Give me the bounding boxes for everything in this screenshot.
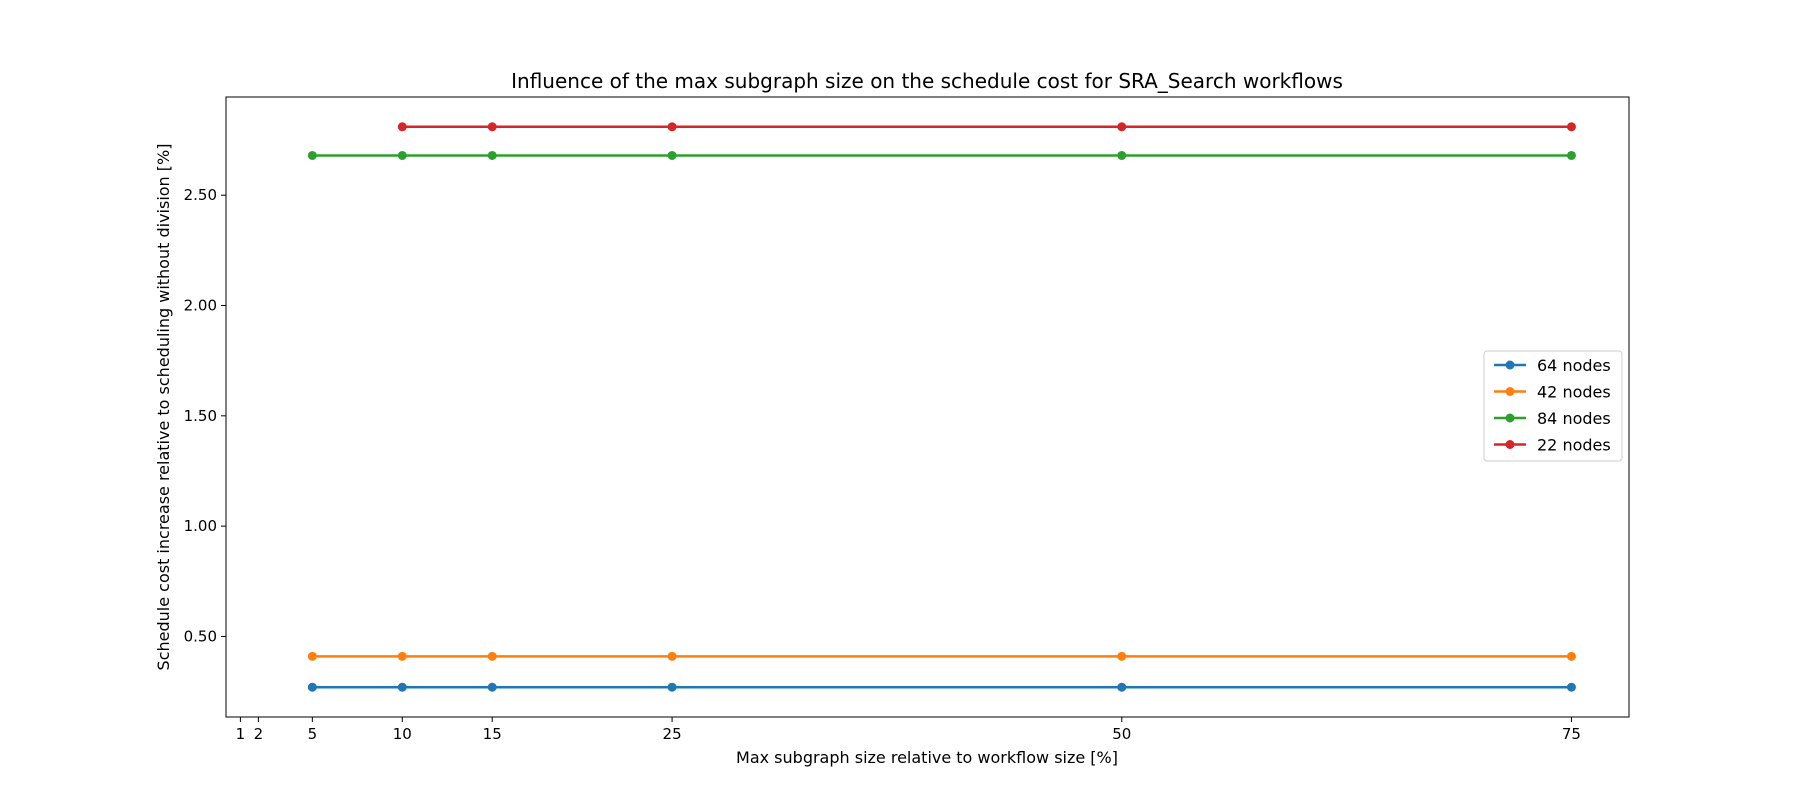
legend: 64 nodes 42 nodes 84 nodes 22 nodes — [1483, 350, 1623, 462]
series-84-nodes — [307, 150, 1576, 160]
x-tick-label: 25 — [663, 725, 682, 743]
x-tick-label: 10 — [393, 725, 412, 743]
data-point — [487, 150, 497, 160]
y-tick-label: 2.50 — [184, 186, 217, 204]
data-point — [307, 651, 317, 661]
y-tick-label: 1.00 — [184, 517, 217, 535]
data-point — [397, 682, 407, 692]
legend-swatch-marker — [1505, 387, 1515, 396]
x-axis-label: Max subgraph size relative to workflow s… — [736, 748, 1118, 767]
y-tick-label: 1.50 — [184, 407, 217, 425]
series-42-nodes — [307, 651, 1576, 661]
legend-label: 84 nodes — [1537, 409, 1611, 428]
data-point — [397, 122, 407, 132]
legend-item: 42 nodes — [1494, 383, 1611, 402]
series-layer — [307, 122, 1576, 692]
y-axis-label: Schedule cost increase relative to sched… — [154, 144, 173, 671]
y-axis-ticks: 0.50 1.00 1.50 2.00 2.50 — [184, 186, 226, 645]
data-point — [307, 682, 317, 692]
legend-label: 42 nodes — [1537, 383, 1611, 402]
legend-swatch-marker — [1505, 360, 1515, 370]
series-64-nodes — [307, 682, 1576, 692]
y-tick-label: 2.00 — [184, 297, 217, 315]
data-point — [1566, 682, 1576, 692]
data-point — [397, 150, 407, 160]
data-point — [1566, 651, 1576, 661]
x-tick-label: 1 — [236, 725, 246, 743]
data-point — [667, 651, 677, 661]
x-axis-ticks: 1 2 5 10 15 25 50 75 — [236, 717, 1581, 743]
data-point — [487, 682, 497, 692]
legend-label: 22 nodes — [1537, 436, 1611, 455]
plot-area — [225, 96, 1630, 718]
x-tick-label: 15 — [483, 725, 502, 743]
x-tick-label: 5 — [308, 725, 318, 743]
data-point — [1117, 150, 1127, 160]
data-point — [487, 651, 497, 661]
data-point — [307, 150, 317, 160]
legend-item: 22 nodes — [1494, 436, 1611, 455]
data-point — [487, 122, 497, 132]
series-22-nodes — [397, 122, 1576, 132]
legend-frame — [1483, 350, 1623, 462]
data-point — [1117, 122, 1127, 132]
legend-swatch-marker — [1505, 440, 1515, 449]
data-point — [397, 651, 407, 661]
legend-item: 84 nodes — [1494, 409, 1611, 428]
chart-title: Influence of the max subgraph size on th… — [511, 69, 1343, 93]
y-tick-label: 0.50 — [184, 627, 217, 645]
legend-swatch-marker — [1505, 413, 1515, 423]
x-tick-label: 50 — [1112, 725, 1131, 743]
data-point — [1117, 682, 1127, 692]
data-point — [667, 122, 677, 132]
data-point — [1566, 122, 1576, 132]
data-point — [1566, 150, 1576, 160]
data-point — [667, 682, 677, 692]
legend-label: 64 nodes — [1537, 356, 1611, 375]
data-point — [667, 150, 677, 160]
x-tick-label: 75 — [1562, 725, 1581, 743]
legend-item: 64 nodes — [1494, 356, 1611, 375]
x-tick-label: 2 — [254, 725, 264, 743]
data-point — [1117, 651, 1127, 661]
